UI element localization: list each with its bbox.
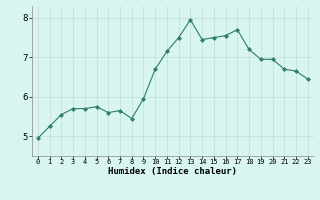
X-axis label: Humidex (Indice chaleur): Humidex (Indice chaleur) <box>108 167 237 176</box>
